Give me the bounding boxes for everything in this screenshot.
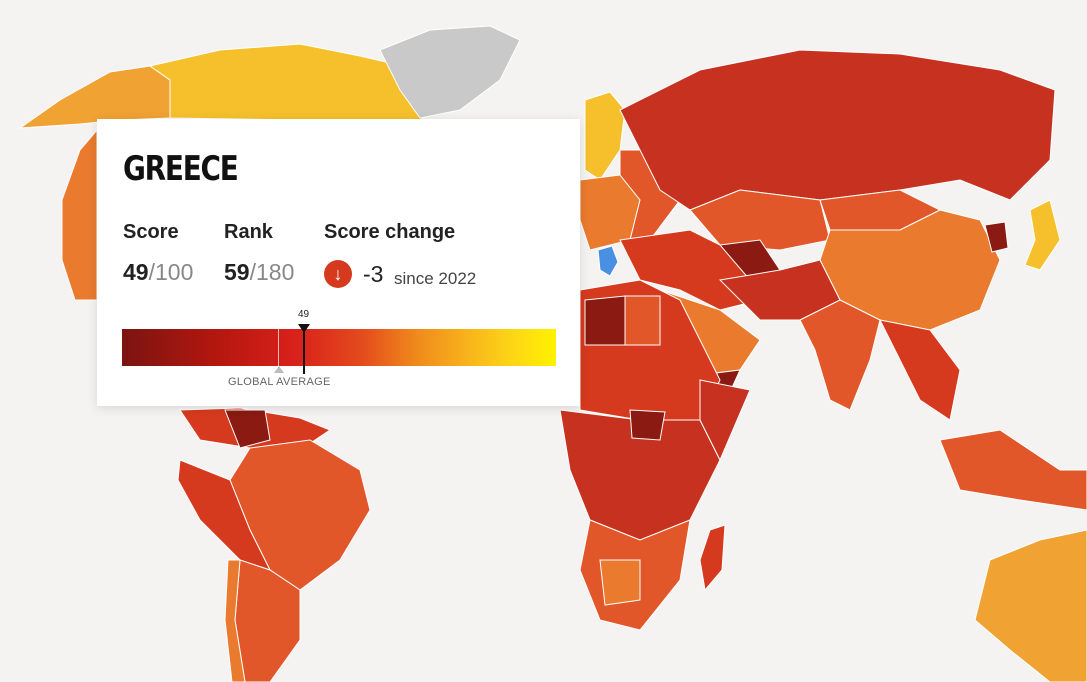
score-marker-line (303, 324, 305, 374)
region-namibia-botswana[interactable] (599, 559, 641, 606)
global-average-marker (274, 366, 284, 373)
region-india[interactable] (799, 299, 881, 411)
rank-value: 59/180 (224, 259, 294, 286)
region-libya[interactable] (584, 295, 626, 346)
score-label: Score (123, 221, 179, 243)
score-number: 49 (123, 259, 149, 285)
score-change-value: -3 (363, 261, 384, 287)
rank-label: Rank (224, 221, 273, 243)
region-greece[interactable] (597, 245, 619, 277)
score-change-since: since 2022 (394, 269, 477, 288)
region-horn-of-africa[interactable] (699, 379, 751, 462)
score-denominator: /100 (148, 259, 194, 285)
region-madagascar[interactable] (699, 524, 726, 592)
country-name: GREECE (123, 149, 239, 189)
region-indonesia[interactable] (939, 429, 1087, 511)
region-chile-uruguay[interactable] (224, 559, 246, 682)
rank-number: 59 (224, 259, 250, 285)
region-australia[interactable] (974, 529, 1087, 682)
score-change-label: Score change (324, 221, 456, 243)
region-japan[interactable] (1024, 199, 1061, 271)
region-venezuela[interactable] (224, 409, 271, 449)
score-marker-label: 49 (298, 309, 310, 320)
rank-denominator: /180 (249, 259, 295, 285)
score-value: 49/100 (123, 259, 193, 286)
global-average-line (278, 329, 279, 366)
region-southeast-asia[interactable] (879, 319, 961, 421)
region-greenland[interactable] (379, 25, 521, 119)
score-scale-bar (122, 329, 556, 366)
arrow-down-icon: ↓ (324, 260, 352, 288)
country-info-card: GREECE Score Rank Score change 49/100 59… (97, 119, 580, 406)
region-russia[interactable] (619, 49, 1056, 211)
region-south-sudan[interactable] (629, 409, 666, 441)
region-egypt[interactable] (624, 295, 661, 346)
region-north-korea[interactable] (984, 221, 1009, 253)
global-average-label: GLOBAL AVERAGE (228, 376, 331, 388)
